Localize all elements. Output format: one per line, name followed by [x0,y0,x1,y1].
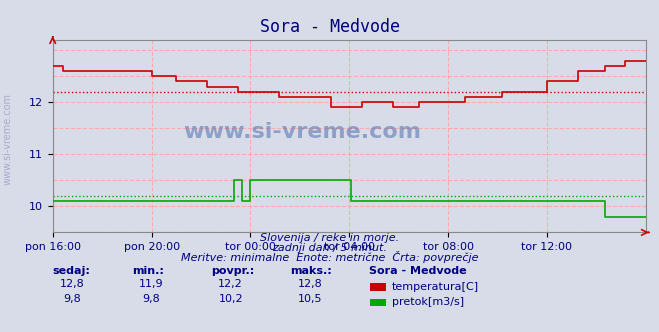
Text: min.:: min.: [132,266,163,276]
Text: maks.:: maks.: [290,266,331,276]
Text: www.si-vreme.com: www.si-vreme.com [3,93,13,186]
Text: Sora - Medvode: Sora - Medvode [260,18,399,36]
Text: Sora - Medvode: Sora - Medvode [369,266,467,276]
Text: sedaj:: sedaj: [53,266,90,276]
Text: www.si-vreme.com: www.si-vreme.com [183,122,421,142]
Text: 10,2: 10,2 [218,294,243,304]
Text: 12,8: 12,8 [297,279,322,289]
Text: 10,5: 10,5 [297,294,322,304]
Text: povpr.:: povpr.: [211,266,254,276]
Text: Meritve: minimalne  Enote: metrične  Črta: povprečje: Meritve: minimalne Enote: metrične Črta:… [181,251,478,263]
Text: 9,8: 9,8 [64,294,81,304]
Text: 12,2: 12,2 [218,279,243,289]
Text: 9,8: 9,8 [143,294,160,304]
Text: 11,9: 11,9 [139,279,164,289]
Text: zadnji dan / 5 minut.: zadnji dan / 5 minut. [272,243,387,253]
Text: temperatura[C]: temperatura[C] [392,282,479,292]
Text: 12,8: 12,8 [60,279,85,289]
Text: Slovenija / reke in morje.: Slovenija / reke in morje. [260,233,399,243]
Text: pretok[m3/s]: pretok[m3/s] [392,297,464,307]
